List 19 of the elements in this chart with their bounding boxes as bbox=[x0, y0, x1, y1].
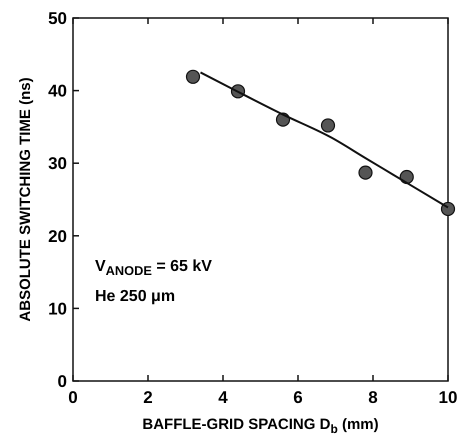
y-tick-label: 20 bbox=[48, 226, 67, 246]
annotation: He 250 μm bbox=[95, 288, 176, 305]
point bbox=[440, 202, 456, 216]
x-axis-title: BAFFLE-GRID SPACING D$_{b}$ (mm) bbox=[142, 416, 379, 436]
x-tick-label: 8 bbox=[368, 388, 378, 407]
x-tick-label: 2 bbox=[143, 388, 153, 407]
x-tick-label: 10 bbox=[438, 388, 458, 407]
point bbox=[358, 166, 373, 180]
point bbox=[320, 118, 336, 133]
y-axis-title: ABSOLUTE SWITCHING TIME (ns) bbox=[17, 77, 34, 322]
y-tick-label: 0 bbox=[58, 372, 67, 391]
y-tick-label: 50 bbox=[48, 9, 67, 28]
x-tick-label: 4 bbox=[218, 388, 228, 407]
annotation: V$_{ANODE}$ = 65 kV bbox=[95, 258, 212, 278]
y-tick-label: 10 bbox=[48, 299, 67, 318]
point bbox=[186, 70, 200, 84]
x-tick-label: 6 bbox=[293, 388, 303, 407]
y-tick-label: 40 bbox=[48, 82, 67, 101]
y-tick-label: 30 bbox=[48, 154, 67, 174]
